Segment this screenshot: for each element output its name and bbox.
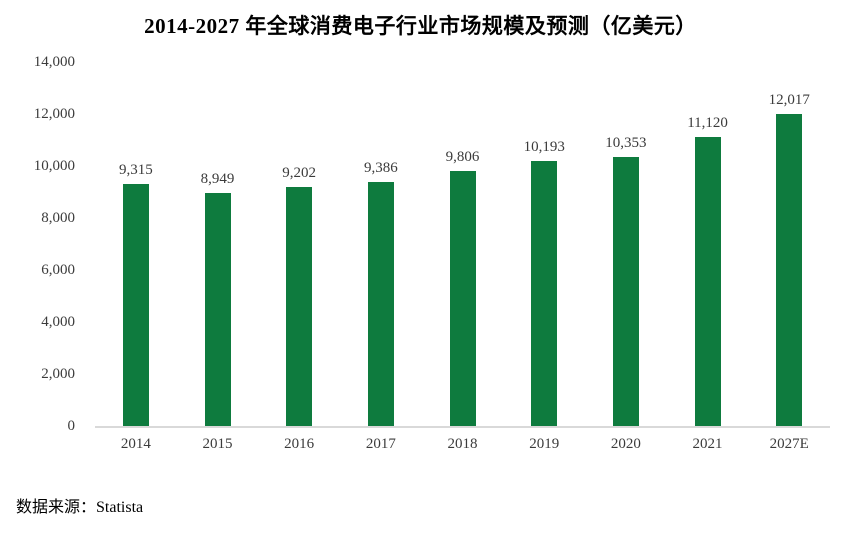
bar-column: 9,202 xyxy=(258,62,340,426)
bar xyxy=(776,114,803,426)
bar-value-label: 12,017 xyxy=(768,92,810,108)
bar xyxy=(367,182,394,426)
x-axis: 2014 2015 2016 2017 2018 2019 2020 2021 2027E xyxy=(95,436,830,453)
x-tick-label: 2021 xyxy=(692,436,723,452)
bar-column: 9,806 xyxy=(422,62,504,426)
bar-value-label: 9,202 xyxy=(282,165,317,181)
bar xyxy=(204,193,231,426)
y-tick-label: 12,000 xyxy=(33,106,75,122)
bar xyxy=(449,171,476,426)
bar-value-label: 9,806 xyxy=(445,149,480,165)
bar xyxy=(694,137,721,426)
bar-value-label: 10,193 xyxy=(523,139,565,155)
y-tick-label: 8,000 xyxy=(41,210,75,226)
bar-value-label: 8,949 xyxy=(200,171,235,187)
x-tick-label: 2020 xyxy=(610,436,641,452)
bar-column: 12,017 xyxy=(748,62,830,426)
bar xyxy=(286,187,313,426)
y-tick-label: 0 xyxy=(67,418,76,434)
y-tick-label: 10,000 xyxy=(33,158,75,174)
x-tick-label: 2014 xyxy=(120,436,151,452)
x-tick-label: 2019 xyxy=(529,436,560,452)
bar-column: 9,386 xyxy=(340,62,422,426)
bar-column: 8,949 xyxy=(177,62,259,426)
x-tick-label: 2016 xyxy=(284,436,315,452)
x-tick-label: 2018 xyxy=(447,436,478,452)
bar-column: 11,120 xyxy=(667,62,749,426)
bar xyxy=(122,184,149,426)
bar-value-label: 10,353 xyxy=(605,135,647,151)
bar-value-label: 9,315 xyxy=(118,162,153,178)
plot-area: 9,315 8,949 9,202 9,386 9,806 10,193 10,353 11,… xyxy=(95,62,830,428)
x-tick-label: 2017 xyxy=(365,436,396,452)
y-tick-label: 4,000 xyxy=(41,314,75,330)
x-tick-label: 2015 xyxy=(202,436,233,452)
bar-value-label: 9,386 xyxy=(363,160,398,176)
bar-value-label: 11,120 xyxy=(687,115,728,131)
bar xyxy=(612,157,639,426)
bar-column: 9,315 xyxy=(95,62,177,426)
bar xyxy=(531,161,558,426)
x-tick-label: 2027E xyxy=(769,436,809,452)
chart-title: 2014-2027 年全球消费电子行业市场规模及预测（亿美元） xyxy=(144,14,697,38)
bar-column: 10,193 xyxy=(503,62,585,426)
source-note: 数据来源：Statista xyxy=(16,499,144,516)
y-tick-label: 14,000 xyxy=(33,54,75,70)
bar-column: 10,353 xyxy=(585,62,667,426)
y-tick-label: 2,000 xyxy=(41,366,75,382)
y-tick-label: 6,000 xyxy=(41,262,75,278)
